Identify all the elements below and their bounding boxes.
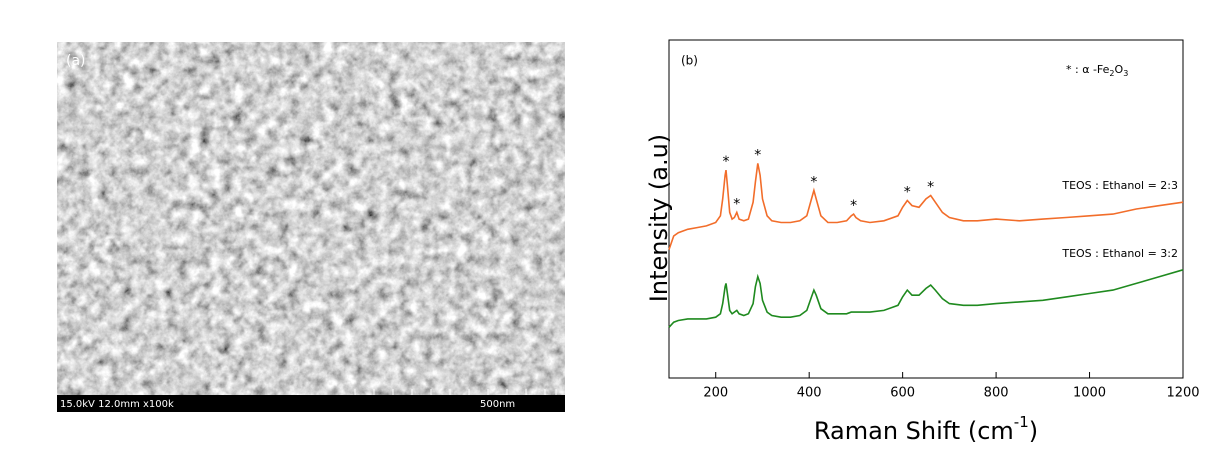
peak-marker: *: [754, 147, 761, 163]
legend-note-text: * : α -Fe: [1066, 63, 1110, 76]
plot-frame: [668, 39, 1184, 379]
y-axis-label: Intensity (a.u): [645, 134, 673, 302]
legend-note: * : α -Fe2O3: [1066, 63, 1128, 78]
x-axis-label-text: Raman Shift (cm: [814, 417, 1014, 445]
sem-info-bar: [57, 395, 565, 412]
panel-label: (a): [66, 53, 86, 69]
scale-bar: [354, 389, 557, 395]
sem-texture: [57, 42, 565, 395]
x-tick-label: 200: [703, 386, 728, 401]
x-tick-label: 600: [890, 386, 915, 401]
sem-panel: (a) 15.0kV 12.0mm x100k 500nm: [57, 42, 565, 412]
x-axis-label-text: ): [1029, 417, 1038, 445]
peak-marker: *: [904, 185, 911, 201]
peak-marker: *: [927, 179, 934, 195]
peak-marker: *: [723, 154, 730, 170]
raman-chart: (b) * : α -Fe2O3 Intensity (a.u) Raman S…: [645, 39, 1200, 446]
series-label: TEOS : Ethanol = 2:3: [1061, 179, 1178, 192]
scale-label: 500nm: [480, 399, 515, 410]
x-tick-label: 1200: [1166, 386, 1199, 401]
x-axis-label-sup: -1: [1014, 413, 1029, 431]
panel-label: (b): [681, 54, 698, 68]
legend-note-sub: 3: [1123, 69, 1128, 78]
x-tick-label: 400: [797, 386, 822, 401]
series-label: TEOS : Ethanol = 3:2: [1061, 247, 1178, 260]
peak-marker: *: [733, 196, 740, 212]
series-line: [668, 163, 1184, 250]
series-line: [668, 269, 1184, 328]
x-tick-label: 1000: [1073, 386, 1106, 401]
x-axis-label: Raman Shift (cm-1): [814, 413, 1038, 446]
sem-info: 15.0kV 12.0mm x100k: [60, 399, 174, 410]
legend-note-sub: 2: [1109, 69, 1114, 78]
peak-marker: *: [810, 174, 817, 190]
legend-note-text: O: [1115, 63, 1124, 76]
peak-marker: *: [850, 198, 857, 214]
x-tick-label: 800: [984, 386, 1009, 401]
